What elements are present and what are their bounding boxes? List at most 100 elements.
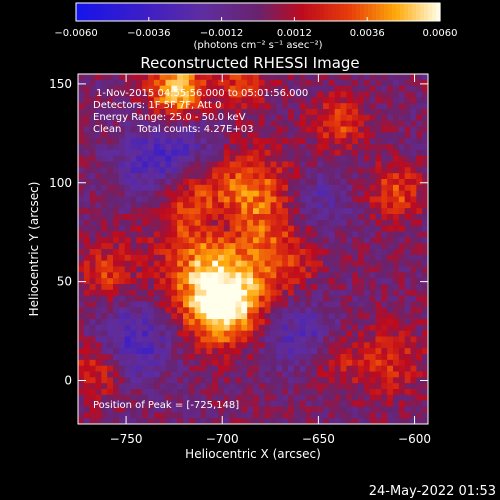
heatmap-cell xyxy=(363,173,371,180)
colorbar-cell xyxy=(356,3,361,21)
heatmap-cell xyxy=(247,184,254,192)
heatmap-cell xyxy=(200,406,207,413)
heatmap-cell xyxy=(229,219,236,227)
heatmap-cell xyxy=(328,412,336,419)
heatmap-cell xyxy=(334,284,341,291)
heatmap-cell xyxy=(165,155,172,162)
heatmap-cell xyxy=(124,266,131,273)
heatmap-cell xyxy=(404,144,411,151)
heatmap-cell xyxy=(118,389,126,396)
heatmap-cell xyxy=(282,377,289,384)
heatmap-cell xyxy=(375,412,382,419)
heatmap-cell xyxy=(235,149,242,157)
heatmap-cell xyxy=(113,219,120,227)
heatmap-cell xyxy=(288,173,295,180)
heatmap-cell xyxy=(177,359,184,367)
heatmap-cell xyxy=(346,190,353,197)
heatmap-cell xyxy=(387,342,394,349)
heatmap-cell xyxy=(328,196,336,203)
heatmap-cell xyxy=(212,74,219,81)
heatmap-cell xyxy=(235,319,242,326)
heatmap-cell xyxy=(218,202,225,209)
heatmap-cell xyxy=(317,237,324,244)
heatmap-cell xyxy=(323,225,330,232)
heatmap-cell xyxy=(334,109,341,116)
heatmap-cell xyxy=(393,412,400,419)
heatmap-cell xyxy=(130,272,137,279)
heatmap-cell xyxy=(136,301,143,308)
heatmap-cell xyxy=(288,400,295,407)
heatmap-cell xyxy=(177,184,184,192)
heatmap-cell xyxy=(83,138,91,145)
heatmap-cell xyxy=(258,149,266,157)
heatmap-cell xyxy=(113,400,120,407)
heatmap-cell xyxy=(130,359,137,367)
colorbar-cell xyxy=(100,3,105,21)
colorbar-cell xyxy=(240,3,245,21)
heatmap-cell xyxy=(247,231,254,238)
heatmap-cell xyxy=(264,243,271,250)
heatmap-cell xyxy=(200,377,207,384)
heatmap-cell xyxy=(270,237,277,244)
heatmap-cell xyxy=(247,342,254,349)
heatmap-cell xyxy=(282,126,289,133)
heatmap-cell xyxy=(270,307,277,314)
heatmap-cell xyxy=(346,184,353,192)
colorbar-cell xyxy=(164,3,169,21)
heatmap-cell xyxy=(130,138,137,145)
heatmap-cell xyxy=(410,132,417,139)
heatmap-cell xyxy=(346,412,353,419)
colorbar-cell xyxy=(400,3,405,21)
heatmap-cell xyxy=(410,167,417,174)
heatmap-cell xyxy=(171,394,178,402)
heatmap-cell xyxy=(340,319,347,326)
heatmap-cell xyxy=(165,400,172,407)
heatmap-cell xyxy=(282,260,289,267)
heatmap-cell xyxy=(153,144,161,151)
heatmap-cell xyxy=(393,173,400,180)
heatmap-cell xyxy=(165,167,172,174)
heatmap-cell xyxy=(387,330,394,337)
heatmap-cell xyxy=(323,214,330,221)
heatmap-cell xyxy=(293,412,301,419)
heatmap-cell xyxy=(299,354,306,361)
heatmap-cell xyxy=(165,114,172,122)
heatmap-cell xyxy=(422,114,429,122)
heatmap-cell xyxy=(212,231,219,238)
heatmap-cell xyxy=(229,400,236,407)
heatmap-cell xyxy=(305,155,312,162)
heatmap-cell xyxy=(107,202,114,209)
heatmap-cell xyxy=(381,301,388,308)
heatmap-cell xyxy=(101,359,108,367)
colorbar-tick-label: −0.0060 xyxy=(54,28,97,39)
heatmap-cell xyxy=(229,295,236,302)
heatmap-cell xyxy=(107,389,114,396)
heatmap-cell xyxy=(107,319,114,326)
heatmap-cell xyxy=(206,231,213,238)
heatmap-cell xyxy=(398,190,406,197)
heatmap-cell xyxy=(288,167,295,174)
heatmap-cell xyxy=(148,97,155,104)
heatmap-cell xyxy=(358,330,365,337)
heatmap-cell xyxy=(177,278,184,285)
heatmap-cell xyxy=(188,365,196,372)
heatmap-cell xyxy=(340,79,347,87)
heatmap-cell xyxy=(247,365,254,372)
colorbar-cell xyxy=(416,3,421,21)
heatmap-cell xyxy=(212,132,219,139)
heatmap-cell xyxy=(282,85,289,92)
heatmap-cell xyxy=(148,389,155,396)
heatmap-cell xyxy=(95,260,102,267)
heatmap-cell xyxy=(282,324,289,332)
heatmap-cell xyxy=(258,278,266,285)
heatmap-cell xyxy=(253,79,260,87)
heatmap-cell xyxy=(212,103,219,110)
heatmap-cell xyxy=(282,91,289,98)
heatmap-cell xyxy=(276,144,283,151)
heatmap-cell xyxy=(311,103,318,110)
heatmap-cell xyxy=(311,307,318,314)
colorbar-cell xyxy=(120,3,125,21)
heatmap-cell xyxy=(258,144,266,151)
heatmap-cell xyxy=(153,400,161,407)
heatmap-cell xyxy=(130,313,137,320)
